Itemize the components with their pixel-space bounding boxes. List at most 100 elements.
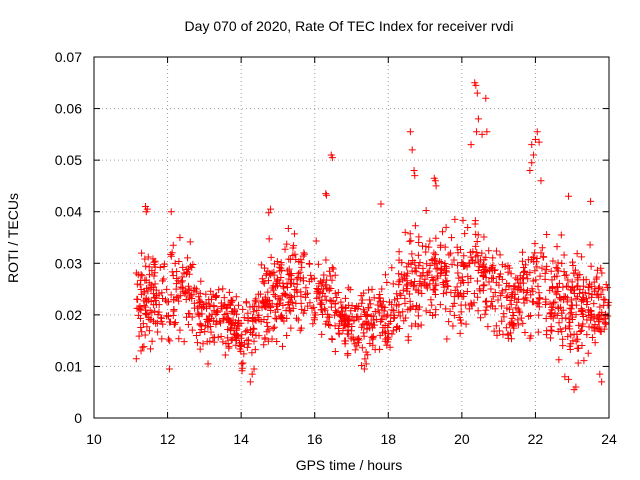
data-point xyxy=(341,294,349,302)
data-point xyxy=(318,296,326,304)
data-point xyxy=(590,324,598,332)
data-point xyxy=(383,341,391,349)
data-point xyxy=(238,360,246,368)
data-point xyxy=(149,255,157,263)
data-point xyxy=(519,248,527,256)
data-point xyxy=(261,335,269,343)
data-point xyxy=(596,370,604,378)
data-point xyxy=(136,281,144,289)
data-point xyxy=(150,260,158,268)
data-point xyxy=(445,251,453,259)
data-point xyxy=(393,323,401,331)
data-point xyxy=(265,277,273,285)
data-point xyxy=(572,337,580,345)
data-point xyxy=(268,335,276,343)
data-point xyxy=(546,310,554,318)
data-point xyxy=(160,260,168,268)
data-point xyxy=(455,274,463,282)
data-point xyxy=(454,292,462,300)
data-point xyxy=(320,271,328,279)
data-point xyxy=(396,312,404,320)
data-point xyxy=(327,284,335,292)
data-point xyxy=(244,336,252,344)
data-point xyxy=(137,347,145,355)
data-point xyxy=(456,329,464,337)
data-point xyxy=(499,330,507,338)
data-point xyxy=(249,314,257,322)
data-point xyxy=(444,282,452,290)
data-point xyxy=(476,287,484,295)
data-point xyxy=(304,289,312,297)
data-point xyxy=(558,328,566,336)
data-point xyxy=(286,255,294,263)
data-point xyxy=(579,312,587,320)
data-point xyxy=(423,260,431,268)
data-point xyxy=(378,302,386,310)
data-point xyxy=(210,338,218,346)
data-point xyxy=(578,322,586,330)
data-point xyxy=(556,294,564,302)
data-point xyxy=(385,320,393,328)
data-point xyxy=(171,259,179,267)
data-point xyxy=(463,288,471,296)
data-point xyxy=(167,291,175,299)
data-point xyxy=(472,242,480,250)
data-point xyxy=(414,312,422,320)
data-point xyxy=(535,303,543,311)
data-point xyxy=(308,304,316,312)
data-point xyxy=(298,263,306,271)
data-point xyxy=(382,271,390,279)
data-point xyxy=(150,293,158,301)
data-point xyxy=(509,309,517,317)
data-point xyxy=(597,328,605,336)
data-point xyxy=(141,276,149,284)
data-point xyxy=(361,355,369,363)
data-point xyxy=(377,200,385,208)
data-point xyxy=(271,314,279,322)
data-point xyxy=(406,230,414,238)
data-point xyxy=(326,321,334,329)
data-point xyxy=(328,335,336,343)
data-point xyxy=(526,334,534,342)
y-tick-label: 0.06 xyxy=(55,101,82,117)
x-tick-label: 20 xyxy=(454,431,470,447)
data-point xyxy=(138,249,146,257)
data-point xyxy=(447,289,455,297)
data-point xyxy=(388,264,396,272)
data-point xyxy=(597,290,605,298)
data-point xyxy=(549,257,557,265)
data-point xyxy=(412,286,420,294)
data-point xyxy=(391,314,399,322)
data-point xyxy=(267,205,275,213)
data-point xyxy=(273,315,281,323)
data-point xyxy=(482,297,490,305)
data-point xyxy=(351,346,359,354)
data-point xyxy=(412,320,420,328)
data-point xyxy=(175,335,183,343)
data-point xyxy=(239,359,247,367)
data-point xyxy=(367,300,375,308)
y-tick-label: 0.05 xyxy=(55,152,82,168)
data-point xyxy=(274,300,282,308)
data-point xyxy=(583,316,591,324)
data-point xyxy=(511,290,519,298)
x-tick-label: 18 xyxy=(380,431,396,447)
data-point xyxy=(507,300,515,308)
data-point xyxy=(257,261,265,269)
data-point xyxy=(454,269,462,277)
data-point xyxy=(276,267,284,275)
data-point xyxy=(588,333,596,341)
data-point xyxy=(415,262,423,270)
data-point xyxy=(578,296,586,304)
data-point xyxy=(302,284,310,292)
data-point xyxy=(404,333,412,341)
data-point xyxy=(136,314,144,322)
data-point xyxy=(143,284,151,292)
data-point xyxy=(365,304,373,312)
data-point xyxy=(312,237,320,245)
data-point xyxy=(578,326,586,334)
data-point xyxy=(534,328,542,336)
data-point xyxy=(240,314,248,322)
data-point xyxy=(137,324,145,332)
